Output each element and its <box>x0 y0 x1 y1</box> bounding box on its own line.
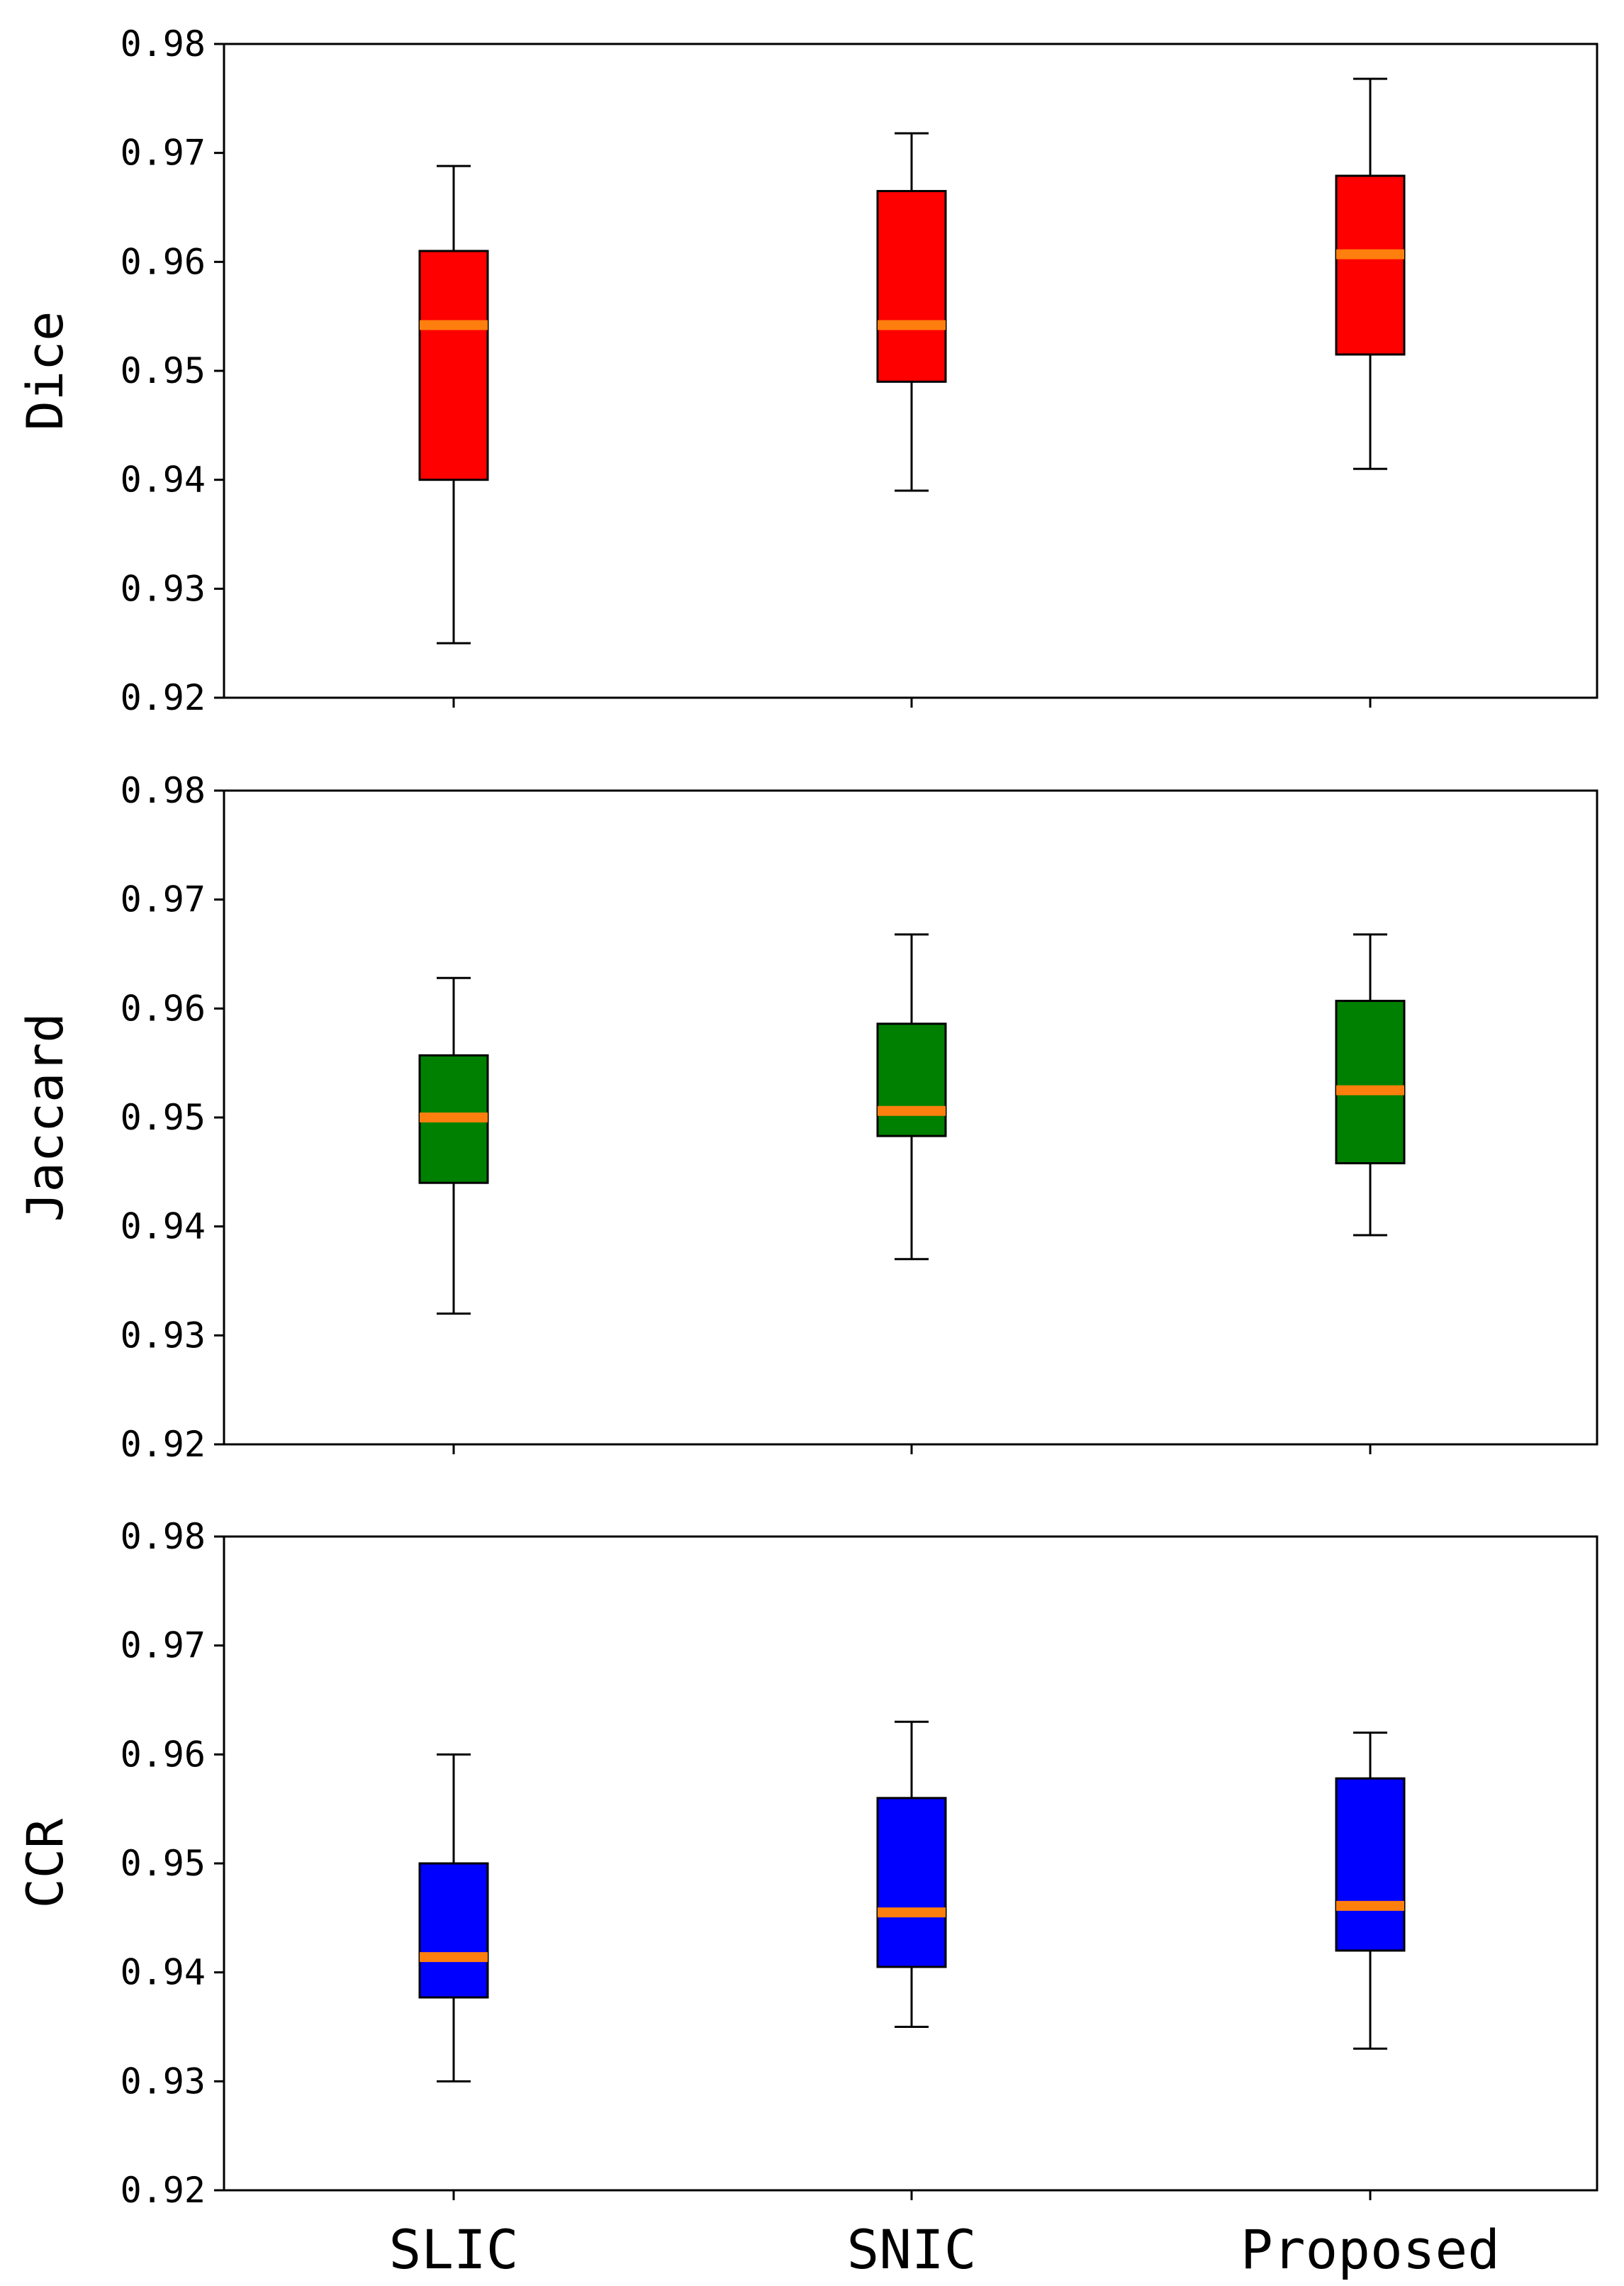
panel-bottom-ytick-label-6: 0.98 <box>121 1516 206 1557</box>
panel-top-ytick-label-4: 0.96 <box>121 241 206 282</box>
panel-bottom-snic-box <box>876 1797 947 1968</box>
panel-top-ylabel: Dice <box>16 311 74 431</box>
panel-middle-ylabel: Jaccard <box>16 1013 74 1222</box>
panel-top-ytick-label-3: 0.95 <box>121 350 206 391</box>
panel-bottom-ytick-label-5: 0.97 <box>121 1625 206 1666</box>
panel-top-ytick-label-5: 0.97 <box>121 133 206 174</box>
xtick-label-snic: SNIC <box>846 2218 976 2281</box>
panel-bottom-ytick-label-4: 0.96 <box>121 1734 206 1775</box>
panel-bottom-proposed-box <box>1335 1777 1406 1952</box>
panel-top-ytick-label-0: 0.92 <box>121 677 206 718</box>
panel-bottom-ytick-label-0: 0.92 <box>121 2170 206 2211</box>
panel-bottom-ytick-label-2: 0.94 <box>121 1952 206 1993</box>
panel-top-ytick-label-6: 0.98 <box>121 23 206 65</box>
panel-middle-proposed-box <box>1335 1000 1406 1165</box>
panel-middle-ytick-label-4: 0.96 <box>121 988 206 1029</box>
panel-middle-ytick-label-6: 0.98 <box>121 770 206 811</box>
panel-top-proposed-box <box>1335 174 1406 356</box>
panel-middle-ytick-label-3: 0.95 <box>121 1097 206 1138</box>
panel-top-ytick-label-1: 0.93 <box>121 568 206 609</box>
panel-bottom-ytick-label-3: 0.95 <box>121 1843 206 1884</box>
panel-top-snic-box <box>876 189 947 383</box>
xtick-label-slic: SLIC <box>388 2218 518 2281</box>
panel-middle-ytick-label-1: 0.93 <box>121 1315 206 1356</box>
panel-top-ytick-label-2: 0.94 <box>121 459 206 501</box>
panel-bottom-slic-box <box>418 1862 489 1999</box>
panel-bottom-ytick-label-1: 0.93 <box>121 2061 206 2102</box>
panel-middle-ytick-label-5: 0.97 <box>121 879 206 920</box>
panel-middle-ytick-label-0: 0.92 <box>121 1424 206 1465</box>
panel-top-slic-box <box>418 250 489 481</box>
xtick-label-proposed: Proposed <box>1241 2218 1500 2281</box>
panel-middle-snic-box <box>876 1022 947 1137</box>
panel-middle-ytick-label-2: 0.94 <box>121 1206 206 1247</box>
panel-bottom-ylabel: CCR <box>16 1818 74 1908</box>
